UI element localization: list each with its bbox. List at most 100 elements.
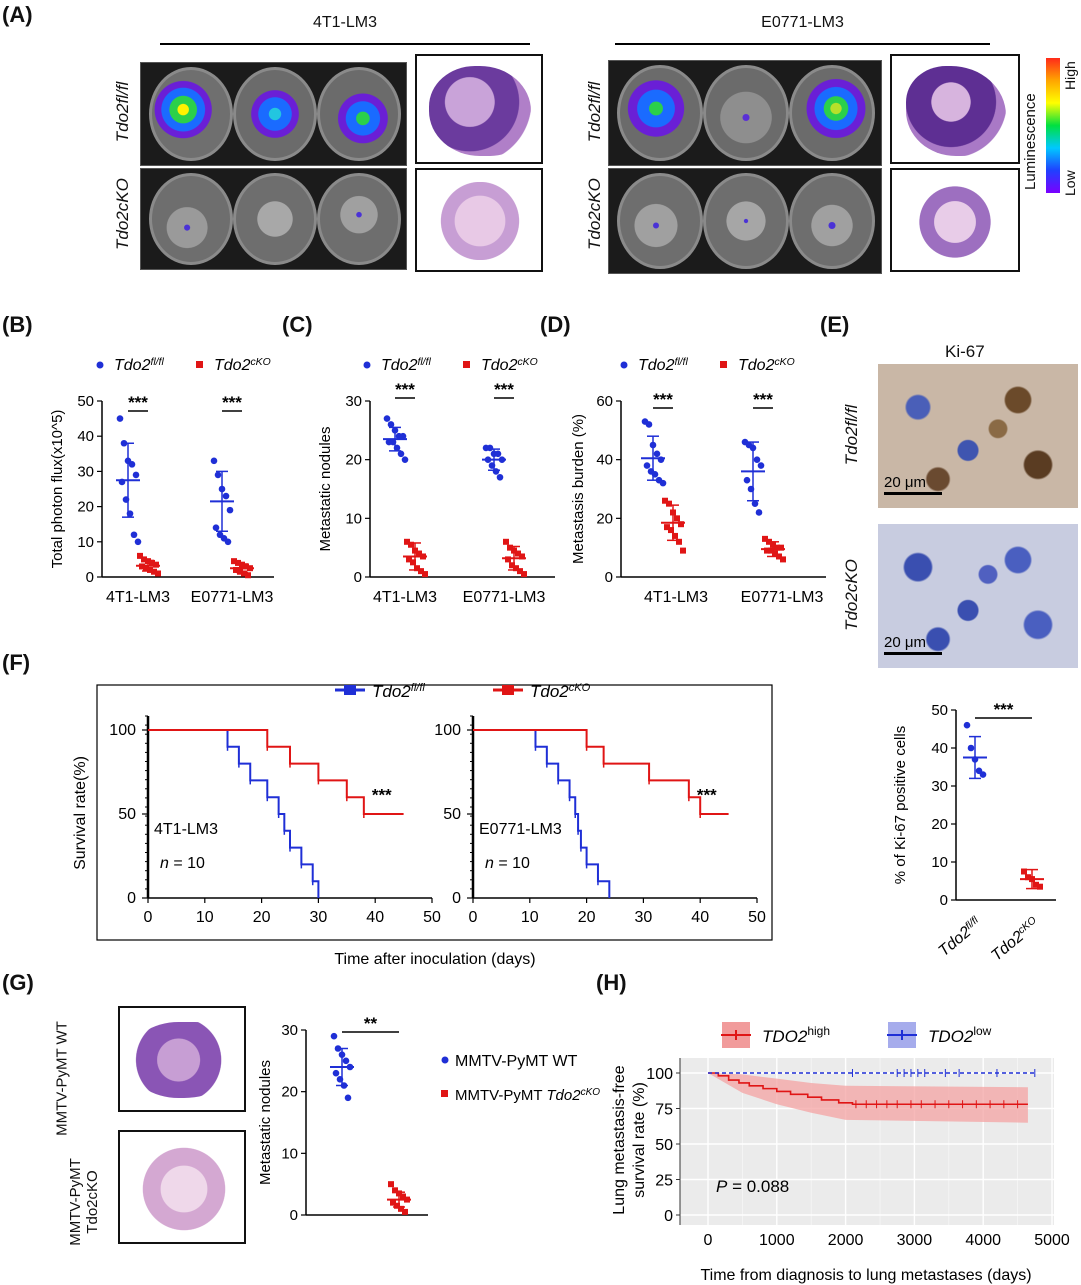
legend-label-fl: Tdo2fl/fl xyxy=(638,357,688,375)
data-point xyxy=(521,571,527,578)
data-point xyxy=(418,568,424,575)
lung-histology-e0771-fl xyxy=(890,54,1020,164)
well-image xyxy=(149,67,233,161)
x-tick-label: 40 xyxy=(366,909,384,926)
panel-label-h: (H) xyxy=(596,970,627,995)
significance-label: ** xyxy=(364,1014,378,1033)
significance-label: *** xyxy=(494,380,514,399)
data-point xyxy=(780,556,786,563)
scale-bar-label: 20 μm xyxy=(884,634,926,651)
data-point xyxy=(247,565,253,572)
data-point xyxy=(494,450,502,458)
data-point xyxy=(768,547,774,554)
data-point xyxy=(668,527,674,534)
y-tick-label: 50 xyxy=(77,393,94,410)
panel-label-a: (A) xyxy=(2,2,33,27)
data-point xyxy=(755,509,763,516)
y-tick-label: 0 xyxy=(290,1207,298,1224)
data-point xyxy=(408,541,414,548)
y-tick-label: 30 xyxy=(77,463,94,480)
x-axis-label: Time from diagnosis to lung metastases (… xyxy=(700,1267,1031,1284)
data-point xyxy=(224,538,232,546)
legend-marker-fl xyxy=(96,361,104,369)
data-point xyxy=(235,559,241,566)
data-point xyxy=(503,538,509,545)
legend-label-ko: Tdo2cKO xyxy=(214,357,271,375)
data-point xyxy=(979,771,987,778)
survival-curve-high xyxy=(708,1072,1028,1106)
significance-label: *** xyxy=(697,786,717,805)
data-point xyxy=(330,1032,338,1040)
luminescence-colorbar xyxy=(1046,58,1060,193)
data-point xyxy=(674,515,680,522)
lung-histology-4t1-ko xyxy=(415,168,543,272)
y-tick-label: 100 xyxy=(434,722,461,739)
data-point xyxy=(505,556,511,563)
data-point xyxy=(243,563,249,570)
well-image xyxy=(233,173,317,265)
data-point xyxy=(393,444,401,452)
data-point xyxy=(412,547,418,554)
data-point xyxy=(116,415,124,422)
y-tick-label: 75 xyxy=(655,1102,673,1119)
y-tick-label: 10 xyxy=(77,534,94,551)
data-point xyxy=(387,421,395,428)
well-image xyxy=(617,65,703,161)
data-point xyxy=(749,444,757,452)
group-line-4t1 xyxy=(160,43,530,45)
legend-marker-ko xyxy=(720,361,727,368)
data-point xyxy=(664,524,670,531)
data-point xyxy=(672,532,678,539)
y-tick-label: 60 xyxy=(596,393,613,410)
data-point xyxy=(774,544,780,551)
data-point xyxy=(218,485,226,493)
y-tick-label: 0 xyxy=(452,890,461,907)
data-point xyxy=(509,562,515,569)
group-line-e0771 xyxy=(615,43,990,45)
data-point xyxy=(772,550,778,557)
data-point xyxy=(334,1045,342,1052)
y-tick-label: 20 xyxy=(77,499,94,516)
significance-label: *** xyxy=(372,786,392,805)
data-point xyxy=(659,479,667,487)
y-tick-label: 0 xyxy=(354,569,362,586)
bli-tray-e0771-fl xyxy=(608,60,882,166)
survival-curve xyxy=(148,729,320,898)
data-point xyxy=(643,462,651,469)
panel-f-frame xyxy=(96,684,773,941)
data-point xyxy=(126,510,134,517)
scale-bar-line xyxy=(884,652,942,655)
y-tick-label: 10 xyxy=(281,1145,298,1162)
survival-curve xyxy=(473,729,729,815)
data-point xyxy=(770,541,776,548)
data-point xyxy=(751,500,759,507)
well-image xyxy=(149,173,233,265)
data-point xyxy=(336,1076,344,1083)
bli-tray-4t1-ko xyxy=(140,168,407,270)
x-tick-label: 20 xyxy=(253,909,271,926)
data-point xyxy=(134,538,142,546)
legend-label: TDO2low xyxy=(928,1024,992,1046)
x-tick-label: E0771-LM3 xyxy=(463,589,546,606)
legend-marker-fl xyxy=(620,361,628,369)
y-tick-label: 20 xyxy=(345,452,362,469)
y-axis-label: Metastasis burden (%) xyxy=(570,414,587,564)
bli-tray-4t1-fl xyxy=(140,62,407,166)
data-point xyxy=(392,1187,398,1194)
data-point xyxy=(776,553,782,560)
scale-bar-label: 20 μm xyxy=(884,474,926,491)
lung-histology-mmtv-ko xyxy=(118,1130,246,1244)
well-image xyxy=(317,67,401,161)
data-point xyxy=(388,1181,394,1188)
panel-label-b: (B) xyxy=(2,312,33,337)
data-point xyxy=(233,566,239,573)
x-tick-label: E0771-LM3 xyxy=(741,589,824,606)
y-tick-label: 40 xyxy=(596,452,613,469)
data-point xyxy=(492,468,500,475)
data-point xyxy=(484,456,492,463)
y-tick-label: 0 xyxy=(86,569,94,586)
data-point xyxy=(416,550,422,557)
significance-label: *** xyxy=(395,380,415,399)
group-title-4t1: 4T1-LM3 xyxy=(312,14,378,31)
